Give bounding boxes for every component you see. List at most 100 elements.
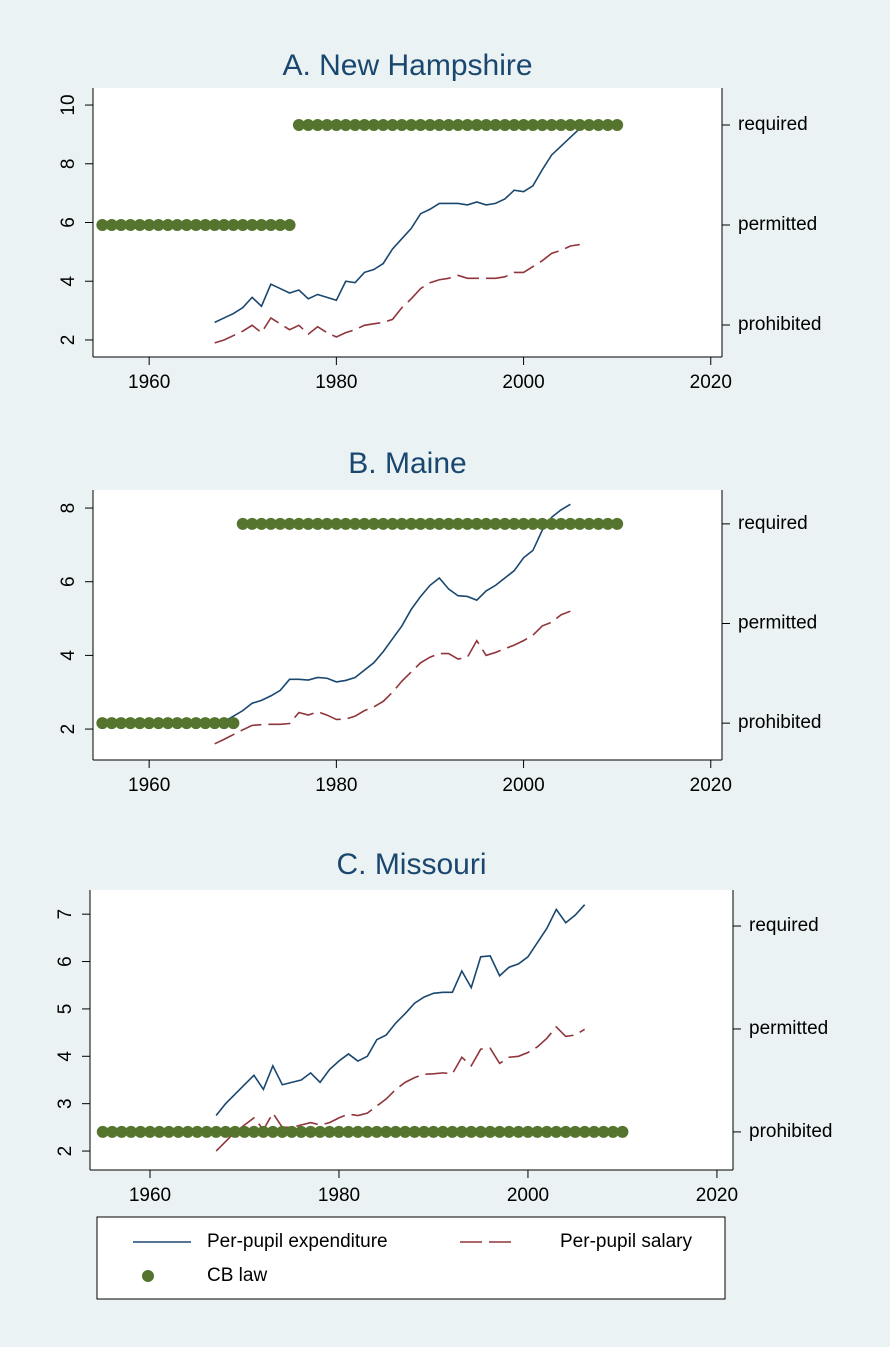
cb-law-dot xyxy=(465,1125,478,1138)
cb-law-dot xyxy=(423,119,436,131)
chart-title: B. Maine xyxy=(348,447,466,480)
cb-law-dot xyxy=(105,717,118,730)
cb-law-dot xyxy=(564,119,577,131)
y-tick-label: 5 xyxy=(55,1004,76,1015)
cb-law-dot xyxy=(480,517,493,530)
cb-law-dot xyxy=(418,1125,431,1138)
cb-law-dot xyxy=(106,1125,119,1138)
cb-law-dot xyxy=(229,1125,242,1138)
cb-law-dot xyxy=(162,1125,175,1138)
cb-law-dot xyxy=(526,517,539,530)
cb-law-dot xyxy=(96,1125,109,1138)
cb-law-dot xyxy=(264,219,277,231)
y2-tick-label: prohibited xyxy=(738,314,821,335)
cb-law-dot xyxy=(470,119,483,131)
x-tick-label: 1960 xyxy=(128,372,170,393)
cb-law-dot xyxy=(143,219,156,231)
cb-law-dot xyxy=(616,1125,629,1138)
y2-tick-label: required xyxy=(738,513,808,534)
cb-law-dot xyxy=(189,219,202,231)
chart-title: C. Missouri xyxy=(336,848,486,881)
y-tick-label: 7 xyxy=(55,909,76,920)
y2-tick-label: required xyxy=(738,114,808,135)
cb-law-dot xyxy=(342,1125,355,1138)
cb-law-dot xyxy=(208,717,221,730)
y2-tick-label: prohibited xyxy=(738,712,821,733)
cb-law-dot xyxy=(512,1125,525,1138)
cb-law-dot xyxy=(208,219,221,231)
cb-law-dot xyxy=(189,717,202,730)
cb-law-dot xyxy=(218,717,231,730)
plot-area xyxy=(93,490,722,760)
cb-law-dot xyxy=(115,1125,128,1138)
cb-law-dot xyxy=(423,517,436,530)
cb-law-dot xyxy=(161,717,174,730)
cb-law-dot xyxy=(588,1125,601,1138)
cb-law-dot xyxy=(124,717,137,730)
cb-law-dot xyxy=(601,517,614,530)
cb-law-dot xyxy=(351,1125,364,1138)
cb-law-dot xyxy=(470,517,483,530)
x-tick-label: 1980 xyxy=(318,1185,360,1206)
cb-law-dot xyxy=(285,1125,298,1138)
cb-law-dot xyxy=(227,219,240,231)
cb-law-dot xyxy=(171,717,184,730)
cb-law-dot xyxy=(474,1125,487,1138)
series-line xyxy=(214,243,580,344)
cb-law-dot xyxy=(246,219,259,231)
x-tick-label: 2000 xyxy=(502,372,544,393)
cb-law-dot xyxy=(461,119,474,131)
cb-law-dot xyxy=(311,119,324,131)
cb-law-dot xyxy=(274,517,287,530)
cb-law-dot xyxy=(144,1125,157,1138)
cb-law-dot xyxy=(295,1125,308,1138)
y2-tick-label: required xyxy=(749,915,819,936)
cb-law-dot xyxy=(210,1125,223,1138)
cb-law-dot xyxy=(276,1125,289,1138)
legend-label: Per-pupil expenditure xyxy=(207,1231,388,1252)
y-tick-label: 6 xyxy=(58,217,79,228)
x-tick-label: 1980 xyxy=(315,775,357,796)
cb-law-dot xyxy=(564,517,577,530)
cb-law-dot xyxy=(311,517,324,530)
cb-law-dot xyxy=(427,1125,440,1138)
y-tick-label: 4 xyxy=(58,650,79,661)
cb-law-dot xyxy=(283,517,296,530)
cb-law-dot xyxy=(395,119,408,131)
cb-law-dot xyxy=(219,1125,232,1138)
y-tick-label: 2 xyxy=(58,724,79,735)
cb-law-dot xyxy=(555,119,568,131)
cb-law-dot xyxy=(536,517,549,530)
cb-law-dot xyxy=(191,1125,204,1138)
cb-law-dot xyxy=(414,119,427,131)
y-tick-label: 3 xyxy=(55,1098,76,1109)
y-tick-label: 4 xyxy=(58,276,79,287)
cb-law-dot xyxy=(508,119,521,131)
cb-law-dot xyxy=(247,1125,260,1138)
cb-law-dot xyxy=(199,219,212,231)
cb-law-dot xyxy=(227,717,240,730)
cb-law-dot xyxy=(508,517,521,530)
x-tick-label: 1960 xyxy=(128,775,170,796)
cb-law-dot xyxy=(161,219,174,231)
cb-law-dot xyxy=(408,1125,421,1138)
plot-area xyxy=(90,890,733,1170)
cb-law-dot xyxy=(592,517,605,530)
y-tick-label: 6 xyxy=(55,956,76,967)
cb-law-dot xyxy=(236,219,249,231)
cb-law-dot xyxy=(264,517,277,530)
cb-law-dot xyxy=(152,717,165,730)
cb-law-dot xyxy=(283,219,296,231)
cb-law-dot xyxy=(433,517,446,530)
cb-law-dot xyxy=(452,119,465,131)
cb-law-dot xyxy=(133,717,146,730)
cb-law-dot xyxy=(389,1125,402,1138)
cb-law-dot xyxy=(314,1125,327,1138)
cb-law-dot xyxy=(339,119,352,131)
y-tick-label: 4 xyxy=(55,1051,76,1062)
cb-law-dot xyxy=(436,1125,449,1138)
cb-law-dot xyxy=(171,219,184,231)
legend-label: Per-pupil salary xyxy=(560,1231,692,1252)
